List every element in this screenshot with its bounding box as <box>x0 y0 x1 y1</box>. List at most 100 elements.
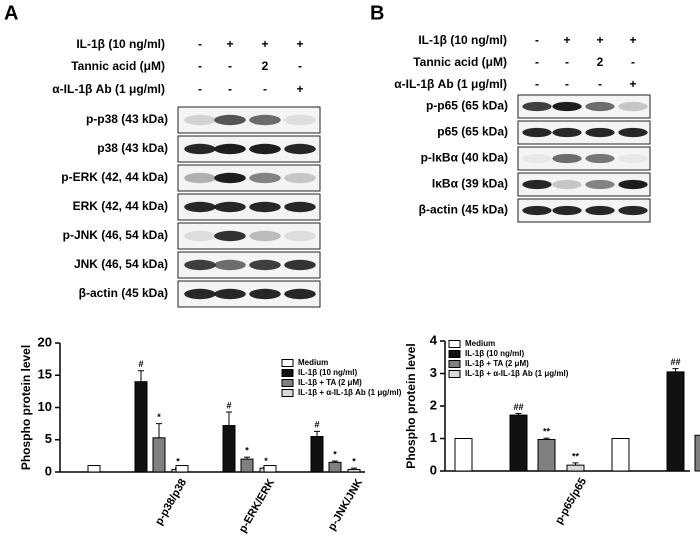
bar <box>694 434 700 472</box>
blot-label: β-actin (45 kDa) <box>79 286 168 300</box>
y-tick-label: 0 <box>45 463 52 478</box>
blot-frame <box>517 146 651 171</box>
legend-swatch <box>448 350 461 358</box>
x-tick-label: p-p38/p38 <box>153 477 189 527</box>
y-axis-label: Phospho protein level <box>404 343 418 468</box>
blot-band <box>184 172 216 184</box>
treatment-label: Tannic acid (μM) <box>413 55 507 69</box>
treatment-level: 2 <box>262 59 269 73</box>
bar <box>263 465 277 473</box>
x-tick-label: p-p65/p65 <box>553 476 589 526</box>
y-tick-label: 15 <box>38 367 52 382</box>
blot-band <box>552 205 582 216</box>
blot-band <box>184 259 216 271</box>
blot-band <box>214 259 246 271</box>
blot-band <box>214 288 246 300</box>
blot-band <box>214 114 246 126</box>
blot-label: p-p65 (65 kDa) <box>426 99 508 113</box>
bar <box>666 371 685 472</box>
blot-band <box>249 172 281 184</box>
legend-label: Medium <box>465 339 495 348</box>
bar <box>240 458 254 473</box>
blot-label: p-IκBα (40 kDa) <box>421 151 508 165</box>
blot-label: JNK (46, 54 kDa) <box>74 257 168 271</box>
y-axis-label: Phospho protein level <box>19 345 33 470</box>
treatment-level: - <box>565 55 569 69</box>
blot-band <box>618 205 648 216</box>
blot-band <box>249 114 281 126</box>
treatment-level: - <box>198 82 202 96</box>
panel-label: A <box>4 2 18 24</box>
legend-swatch <box>448 340 461 348</box>
legend-label: IL-1β + TA (2 μM) <box>298 378 362 387</box>
blot-frame <box>177 222 321 250</box>
y-tick-label: 0 <box>430 462 437 477</box>
y-tick-label: 5 <box>45 431 52 446</box>
bar <box>566 464 585 472</box>
blot-band <box>184 230 216 242</box>
significance-label: ## <box>670 357 680 367</box>
legend-swatch <box>281 359 294 367</box>
blot-band <box>618 153 648 164</box>
y-tick-label: 1 <box>430 430 437 445</box>
blot-band <box>184 114 216 126</box>
blot-band <box>284 172 316 184</box>
legend-swatch <box>281 389 294 397</box>
treatment-level: + <box>226 37 233 51</box>
blot-frame <box>517 198 651 223</box>
bar <box>611 438 630 472</box>
bar <box>152 437 166 473</box>
blot-band <box>618 127 648 138</box>
blot-band <box>585 153 615 164</box>
blot-band <box>522 101 552 112</box>
blot-band <box>249 230 281 242</box>
significance-label: # <box>226 400 231 410</box>
blot-band <box>618 179 648 190</box>
significance-label: * <box>333 449 337 459</box>
bar <box>454 438 473 472</box>
legend-label: Medium <box>298 358 328 367</box>
legend-label: IL-1β + α-IL-1β Ab (1 μg/ml) <box>298 388 402 397</box>
treatment-level: - <box>298 59 302 73</box>
blot-label: p65 (65 kDa) <box>437 125 508 139</box>
treatment-level: + <box>563 33 570 47</box>
treatment-level: + <box>296 37 303 51</box>
significance-label: # <box>314 420 319 430</box>
significance-label: * <box>157 412 161 422</box>
legend-label: IL-1β (10 ng/ml) <box>298 368 357 377</box>
blot-band <box>214 172 246 184</box>
blot-band <box>552 101 582 112</box>
y-tick-label: 20 <box>38 334 52 349</box>
blot-band <box>249 143 281 155</box>
blot-band <box>184 288 216 300</box>
blot-band <box>618 101 648 112</box>
significance-label: * <box>352 457 356 467</box>
blot-label: p-ERK (42, 44 kDa) <box>61 170 168 184</box>
blot-band <box>522 127 552 138</box>
bar <box>134 381 148 473</box>
legend-swatch <box>281 379 294 387</box>
blot-frame <box>517 172 651 197</box>
blot-label: IκBα (39 kDa) <box>432 177 508 191</box>
bar <box>222 425 236 473</box>
treatment-level: + <box>629 33 636 47</box>
significance-label: * <box>176 457 180 467</box>
significance-label: ** <box>543 427 551 437</box>
bar <box>537 438 556 472</box>
x-tick-label: p-ERK/ERK <box>237 477 277 535</box>
treatment-label: Tannic acid (μM) <box>71 59 165 73</box>
treatment-level: - <box>198 59 202 73</box>
blot-band <box>522 205 552 216</box>
treatment-level: - <box>565 77 569 91</box>
blot-label: ERK (42, 44 kDa) <box>73 199 168 213</box>
blot-frame <box>177 164 321 192</box>
y-tick-label: 4 <box>430 332 438 347</box>
bar <box>328 461 342 473</box>
treatment-label: IL-1β (10 ng/ml) <box>418 33 507 47</box>
legend-swatch <box>448 360 461 368</box>
blot-frame <box>517 94 651 119</box>
bar <box>87 465 101 473</box>
legend-label: IL-1β + α-IL-1β Ab (1 μg/ml) <box>465 369 569 378</box>
treatment-label: α-IL-1β Ab (1 μg/ml) <box>394 77 507 91</box>
